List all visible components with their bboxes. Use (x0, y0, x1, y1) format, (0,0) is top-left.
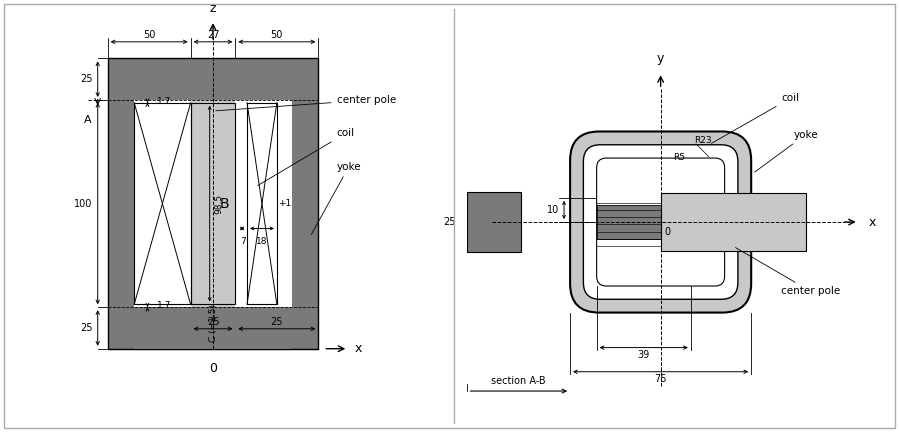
Bar (108, 58, 318, 349)
Text: 25: 25 (271, 317, 283, 327)
Bar (247, 103, 277, 305)
Bar (134, 100, 292, 307)
Text: R23: R23 (694, 136, 712, 145)
Bar (661, 193, 806, 251)
Text: 1.7: 1.7 (157, 302, 172, 310)
Text: 25: 25 (443, 217, 456, 227)
Text: 50: 50 (271, 30, 283, 40)
Text: A: A (84, 115, 92, 125)
Bar (134, 307, 292, 349)
Text: 50: 50 (143, 30, 156, 40)
Text: center pole: center pole (735, 248, 841, 296)
FancyBboxPatch shape (583, 145, 738, 299)
Bar (597, 205, 661, 239)
Bar (467, 192, 521, 252)
Text: y: y (657, 52, 664, 65)
Text: yoke: yoke (311, 162, 361, 234)
Text: 7: 7 (240, 237, 245, 246)
Text: coil: coil (711, 93, 799, 143)
Text: 100: 100 (75, 199, 93, 209)
Text: C (=1.5): C (=1.5) (209, 304, 218, 342)
Bar (191, 100, 236, 307)
Text: x: x (355, 342, 362, 355)
Bar (134, 103, 191, 305)
Text: coil: coil (258, 128, 355, 186)
Text: x: x (868, 216, 876, 229)
Text: 75: 75 (654, 374, 667, 384)
Text: 0: 0 (209, 362, 217, 375)
Text: +1: +1 (279, 199, 292, 208)
Text: center pole: center pole (216, 95, 396, 111)
Text: 39: 39 (637, 350, 650, 360)
Text: 18: 18 (256, 237, 268, 246)
Text: 0: 0 (664, 227, 671, 237)
Text: 25: 25 (80, 74, 93, 84)
Text: R5: R5 (672, 152, 685, 162)
Text: 10: 10 (547, 205, 559, 215)
Text: 27: 27 (207, 30, 219, 40)
Bar (191, 103, 236, 305)
Text: B: B (219, 197, 229, 210)
Text: section A-B: section A-B (492, 376, 546, 386)
FancyBboxPatch shape (570, 131, 752, 313)
Text: 98.5: 98.5 (215, 194, 224, 213)
Text: 25: 25 (207, 317, 219, 327)
Text: 25: 25 (80, 323, 93, 333)
Text: yoke: yoke (754, 130, 818, 172)
Text: 1.7: 1.7 (157, 97, 172, 106)
Bar (236, 103, 237, 305)
FancyBboxPatch shape (597, 158, 725, 286)
Text: z: z (209, 2, 217, 15)
